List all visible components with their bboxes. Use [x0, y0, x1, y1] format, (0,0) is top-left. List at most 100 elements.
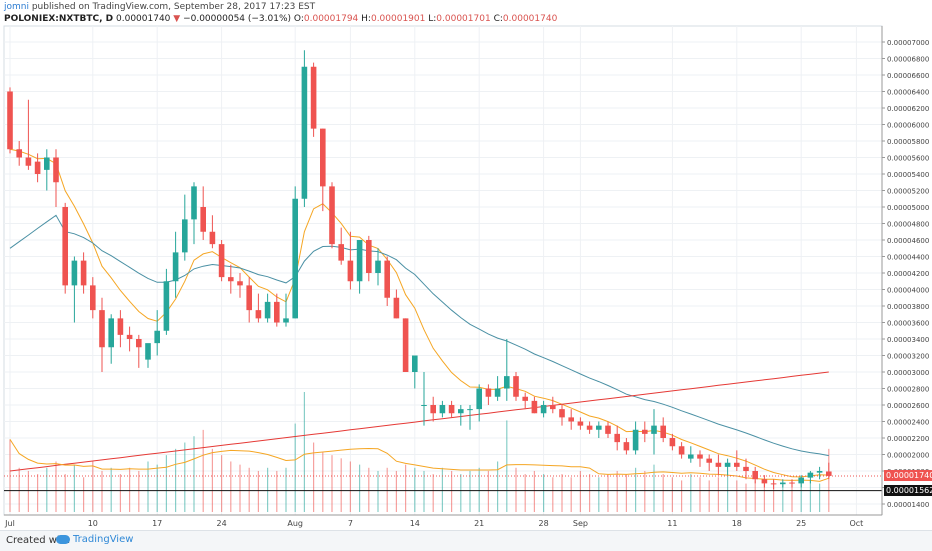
candle-body	[384, 260, 390, 298]
volume-bar	[754, 480, 756, 512]
cloud-icon	[56, 535, 70, 544]
y-tick-label: 0.00003800	[887, 303, 929, 311]
volume-bar	[478, 467, 480, 512]
down-arrow-icon: ▼	[173, 14, 181, 24]
volume-bar	[671, 477, 673, 512]
volume-bar	[322, 452, 324, 512]
y-tick-label: 0.00002800	[887, 386, 929, 394]
volume-bar	[64, 474, 66, 512]
candle-body	[577, 421, 584, 426]
price-chart[interactable]: 0.00007000 0.00006800 0.00006600 0.00006400…	[0, 0, 932, 530]
last-price: 0.00001740	[116, 14, 171, 24]
candle-body	[623, 442, 630, 451]
candle-body	[412, 355, 418, 372]
candle-body	[550, 405, 556, 410]
y-tick-label: 0.00003200	[887, 353, 929, 361]
y-tick-label: 0.00006000	[887, 122, 929, 130]
candle-body	[540, 405, 547, 414]
candles	[7, 50, 832, 490]
volume-bar	[745, 483, 747, 512]
y-tick-label: 0.00004600	[887, 237, 929, 245]
tradingview-brand[interactable]: TradingView	[56, 534, 133, 545]
long-ma-line	[9, 371, 829, 472]
candle-body	[154, 330, 160, 344]
candle-body	[301, 66, 308, 199]
volume-bar	[101, 470, 103, 512]
candle-body	[283, 318, 289, 323]
candle-body	[200, 207, 206, 232]
candle-body	[734, 462, 740, 467]
symbol-info: POLONIEX:NXTBTC, D 0.00001740 ▼ −0.00000…	[4, 14, 557, 24]
volume-bar	[184, 442, 186, 512]
candle-body	[798, 477, 804, 484]
candle-body	[789, 482, 795, 484]
volume-bar	[294, 423, 296, 512]
candle-body	[393, 297, 400, 319]
candle-body	[780, 482, 786, 485]
close-value: 0.00001740	[502, 14, 558, 24]
volume-bar	[156, 464, 158, 512]
volume-bars	[9, 392, 830, 512]
volume-bar	[607, 474, 609, 512]
volume-bar	[239, 464, 241, 512]
candle-body	[136, 339, 142, 348]
time-axis[interactable]: Jul 10 17 24 Aug 7 14 21 28 Sep 11 18 25 Oct	[4, 514, 882, 528]
y-tick-label: 0.00003600	[887, 320, 929, 328]
candle-body	[476, 388, 482, 410]
volume-bar	[285, 467, 287, 512]
volume-bar	[487, 470, 489, 512]
candle-body	[375, 260, 381, 273]
volume-bar	[782, 483, 784, 512]
volume-bar	[386, 467, 388, 512]
volume-bar	[92, 461, 94, 512]
candle-body	[44, 157, 50, 170]
x-tick-label: 24	[217, 519, 227, 528]
y-tick-label: 0.00001400	[887, 501, 929, 509]
volume-bar	[598, 477, 600, 512]
y-tick-label: 0.00005200	[887, 188, 929, 196]
volume-bar	[303, 392, 305, 512]
candle-body	[347, 260, 354, 282]
volume-bar	[570, 477, 572, 512]
volume-bar	[83, 477, 85, 512]
candle-body	[531, 400, 538, 414]
y-tick-label: 0.00002400	[887, 419, 929, 427]
volume-bar	[828, 448, 830, 512]
volume-bar	[165, 455, 167, 512]
x-tick-label: 25	[796, 519, 806, 528]
candle-body	[108, 318, 114, 348]
volume-bar	[18, 467, 20, 512]
y-tick-label: 0.00002600	[887, 402, 929, 410]
author-link[interactable]: jomni	[4, 2, 29, 12]
candle-body	[605, 425, 611, 434]
y-tick-label: 0.00004400	[887, 254, 929, 262]
candle-body	[80, 260, 87, 286]
candle-body	[559, 409, 565, 418]
volume-bar	[267, 467, 269, 512]
volume-bar	[515, 467, 517, 512]
y-tick-label: 0.00002200	[887, 435, 929, 443]
volume-bar	[257, 470, 259, 512]
x-tick-label: 14	[410, 519, 420, 528]
volume-bar	[451, 470, 453, 512]
candle-body	[182, 219, 188, 253]
volume-bar	[46, 467, 48, 512]
candle-body	[25, 157, 32, 166]
candle-body	[320, 128, 326, 187]
price-axis[interactable]: 0.00007000 0.00006800 0.00006600 0.00006400…	[881, 26, 929, 515]
y-tick-label: 0.00005800	[887, 138, 929, 146]
volume-bar	[708, 480, 710, 512]
candle-body	[228, 277, 234, 282]
x-tick-label: 11	[667, 519, 677, 528]
plot-border	[3, 25, 883, 516]
volume-bar	[230, 461, 232, 512]
grid-lines	[3, 25, 883, 516]
candle-body	[642, 429, 648, 434]
candle-body	[310, 66, 317, 129]
y-tick-label: 0.00002000	[887, 452, 929, 460]
volume-bar	[690, 474, 692, 512]
y-tick-label: 0.00003000	[887, 369, 929, 377]
volume-bar	[423, 470, 425, 512]
candle-body	[458, 409, 464, 414]
candle-body	[513, 376, 519, 397]
